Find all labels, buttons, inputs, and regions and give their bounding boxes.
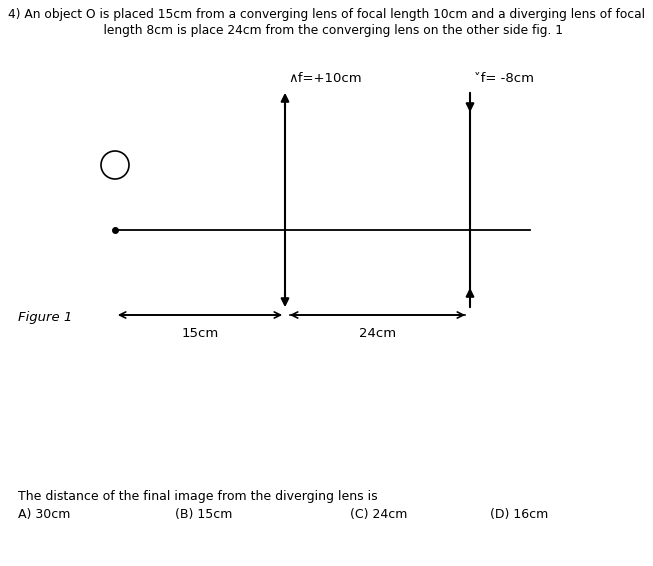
Text: ˅f= -8cm: ˅f= -8cm	[474, 72, 534, 85]
Text: 4) An object O is placed 15cm from a converging lens of focal length 10cm and a : 4) An object O is placed 15cm from a con…	[7, 8, 645, 21]
Text: ∧f=+10cm: ∧f=+10cm	[288, 72, 362, 85]
Text: (C) 24cm: (C) 24cm	[350, 508, 407, 521]
Text: (D) 16cm: (D) 16cm	[490, 508, 549, 521]
Text: 15cm: 15cm	[182, 327, 219, 340]
Text: length 8cm is place 24cm from the converging lens on the other side fig. 1: length 8cm is place 24cm from the conver…	[89, 24, 564, 37]
Text: (B) 15cm: (B) 15cm	[175, 508, 232, 521]
Text: 24cm: 24cm	[359, 327, 396, 340]
Text: The distance of the final image from the diverging lens is: The distance of the final image from the…	[18, 490, 377, 503]
Text: A) 30cm: A) 30cm	[18, 508, 71, 521]
Text: Figure 1: Figure 1	[18, 311, 72, 324]
